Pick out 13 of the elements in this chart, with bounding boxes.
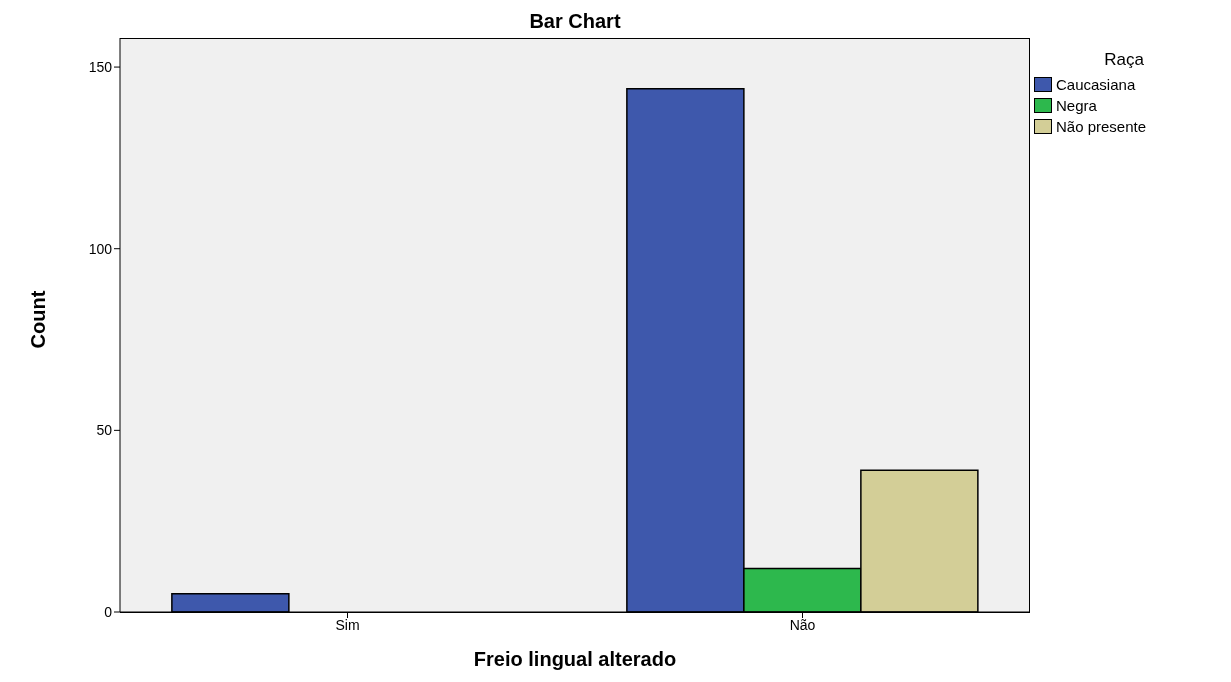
legend-label: Caucasiana — [1056, 76, 1136, 93]
y-tick-label: 0 — [104, 603, 113, 620]
chart-title: Bar Chart — [528, 10, 622, 33]
y-tick-label: 150 — [88, 59, 113, 76]
legend-label: Não presente — [1056, 118, 1147, 135]
y-axis-title: Count — [26, 289, 50, 351]
legend-label: Negra — [1056, 97, 1097, 114]
y-tick-label: 100 — [88, 240, 113, 257]
legend-title: Raça — [1103, 50, 1145, 70]
y-tick-label: 50 — [96, 422, 113, 439]
x-tick-label: Sim — [335, 616, 360, 633]
x-tick-label: Não — [789, 616, 816, 633]
x-axis-title: Freio lingual alterado — [472, 648, 678, 671]
